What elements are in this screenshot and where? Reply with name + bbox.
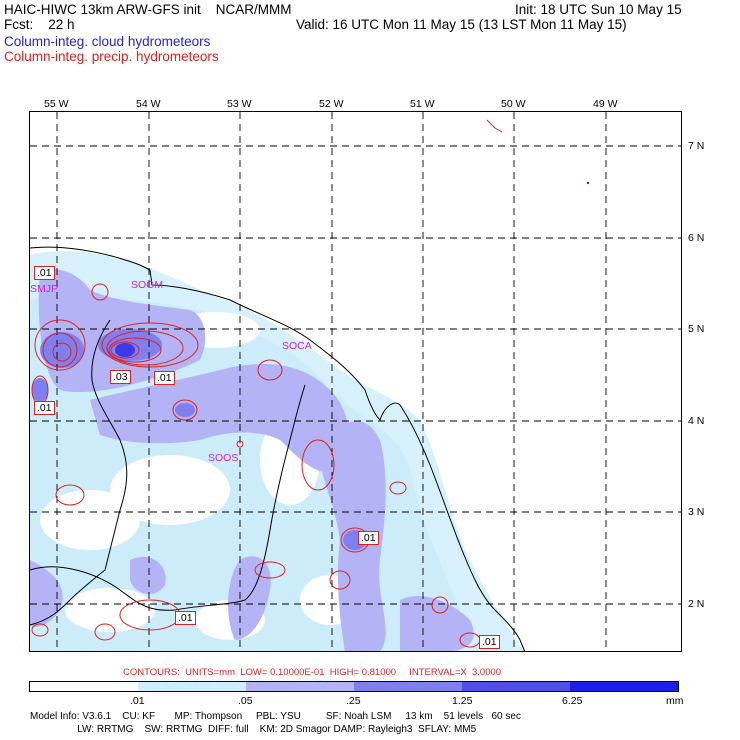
colorbar-units: mm — [666, 695, 684, 707]
map-frame — [29, 111, 682, 652]
field-cloud-label: Column-integ. cloud hydrometeors — [4, 34, 211, 49]
colorbar-segment — [138, 682, 246, 691]
contour-label: .01 — [479, 635, 500, 649]
cloud-shading — [30, 250, 525, 653]
colorbar-segment — [354, 682, 462, 691]
colorbar-segment — [570, 682, 678, 691]
lon-label-54w: 54 W — [136, 98, 161, 110]
lat-label-2n: 2 N — [688, 598, 705, 610]
grid-point-dot — [586, 181, 590, 185]
station-soos: SOOS — [208, 452, 239, 464]
header-title: HAIC-HIWC 13km ARW-GFS init NCAR/MMM — [4, 2, 292, 17]
lon-label-51w: 51 W — [410, 98, 435, 110]
header-valid: Valid: 16 UTC Mon 11 May 15 (13 LST Mon … — [296, 17, 627, 32]
header-init: Init: 18 UTC Sun 10 May 15 — [515, 2, 682, 17]
header-fcst: Fcst: 22 h — [4, 17, 75, 32]
station-smjp: SMJP — [30, 283, 59, 295]
contour-label: .03 — [110, 370, 131, 384]
contour-label: .01 — [154, 371, 175, 385]
colorbar-label: .01 — [130, 695, 145, 707]
lon-label-50w: 50 W — [501, 98, 526, 110]
contour-info: CONTOURS: UNITS=mm LOW= 0.10000E-01 HIGH… — [123, 667, 502, 678]
lon-label-53w: 53 W — [227, 98, 252, 110]
station-sogm: SOGM — [131, 279, 164, 291]
lat-lon-grid — [30, 112, 682, 652]
colorbar-label: .05 — [238, 695, 253, 707]
colorbar-label: .25 — [346, 695, 361, 707]
colorbar-segment — [30, 682, 138, 691]
lat-label-4n: 4 N — [688, 415, 705, 427]
contour-label: .01 — [358, 531, 379, 545]
lon-label-52w: 52 W — [319, 98, 344, 110]
coastline — [29, 246, 526, 653]
colorbar — [29, 681, 679, 692]
lat-label-5n: 5 N — [688, 323, 705, 335]
lat-label-3n: 3 N — [688, 506, 705, 518]
model-info-line2: LW: RRTMG SW: RRTMG DIFF: full KM: 2D Sm… — [30, 724, 477, 735]
lat-label-6n: 6 N — [688, 232, 705, 244]
colorbar-label: 6.25 — [562, 695, 583, 707]
field-precip-label: Column-integ. precip. hydrometeors — [4, 49, 219, 64]
station-soca: SOCA — [282, 340, 312, 352]
colorbar-label: 1.25 — [452, 695, 473, 707]
lon-label-49w: 49 W — [593, 98, 618, 110]
contour-label: .01 — [34, 401, 55, 415]
colorbar-segment — [246, 682, 354, 691]
lon-label-55w: 55 W — [44, 98, 69, 110]
contour-label: .01 — [34, 266, 55, 280]
lat-label-7n: 7 N — [688, 140, 705, 152]
colorbar-segment — [462, 682, 570, 691]
model-info-line1: Model Info: V3.6.1 CU: KF MP: Thompson P… — [30, 711, 521, 722]
precip-contours — [31, 119, 503, 648]
contour-label: .01 — [175, 611, 196, 625]
